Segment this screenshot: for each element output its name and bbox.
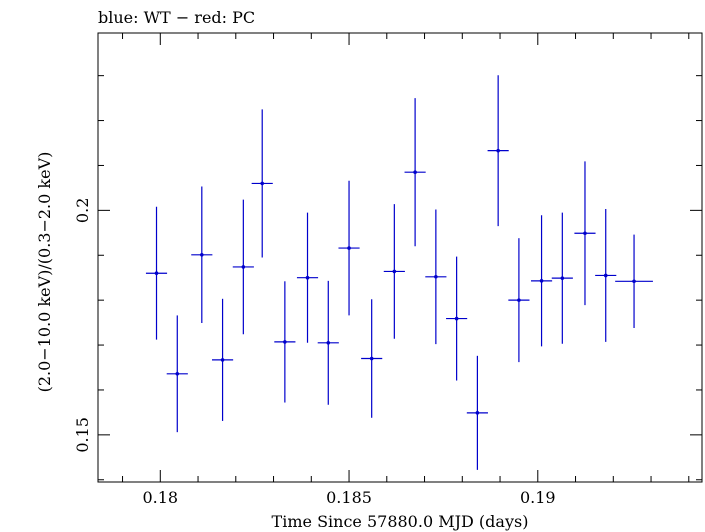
data-point [446, 256, 468, 381]
data-point [145, 206, 168, 340]
point-marker [496, 148, 500, 153]
y-axis-label: (2.0−10.0 keV)/(0.3−2.0 keV) [35, 152, 54, 393]
data-point [232, 199, 254, 335]
point-marker [326, 341, 331, 345]
point-marker [632, 279, 636, 284]
axis-ticks [98, 33, 702, 482]
data-point [508, 238, 530, 363]
chart-title: blue: WT − red: PC [98, 8, 255, 27]
data-point [274, 281, 296, 403]
data-point [166, 315, 188, 433]
point-marker [560, 276, 565, 280]
plot-frame [97, 32, 703, 483]
data-point [212, 298, 234, 421]
data-point [317, 280, 339, 405]
point-marker [583, 231, 587, 236]
point-marker [283, 340, 287, 344]
data-point [595, 209, 617, 342]
point-marker [175, 371, 180, 376]
data-point [530, 215, 553, 347]
point-marker [347, 246, 351, 250]
point-marker [434, 275, 438, 279]
point-marker [200, 253, 204, 257]
tick-labels: 0.18 0.185 0.19 0.15 0.2 [73, 198, 556, 507]
data-point [383, 204, 405, 339]
data-point [361, 299, 383, 418]
data-point [466, 355, 488, 470]
data-point [487, 75, 509, 227]
point-marker [517, 298, 521, 302]
point-marker [454, 316, 459, 321]
data-point [338, 180, 360, 316]
x-tick-label: 0.185 [326, 488, 372, 507]
data-point [191, 186, 213, 324]
point-marker [392, 269, 397, 274]
data-point [551, 212, 573, 344]
data-point [251, 109, 273, 258]
data-point [425, 209, 447, 345]
x-axis-label: Time Since 57880.0 MJD (days) [272, 512, 529, 531]
point-marker [413, 170, 417, 174]
y-tick-label: 0.15 [73, 417, 92, 453]
point-marker [305, 275, 310, 280]
point-marker [154, 271, 159, 276]
point-marker [603, 273, 608, 278]
y-tick-label: 0.2 [73, 198, 92, 223]
data-points [145, 75, 653, 470]
x-tick-label: 0.18 [142, 488, 178, 507]
data-point [574, 161, 596, 306]
point-marker [369, 356, 374, 361]
point-marker [539, 279, 544, 283]
point-marker [220, 358, 225, 362]
point-marker [475, 411, 480, 415]
data-point [615, 234, 653, 328]
point-marker [241, 265, 246, 269]
point-marker [260, 181, 265, 186]
data-point [296, 212, 319, 343]
x-tick-label: 0.19 [520, 488, 556, 507]
data-point [404, 98, 426, 247]
